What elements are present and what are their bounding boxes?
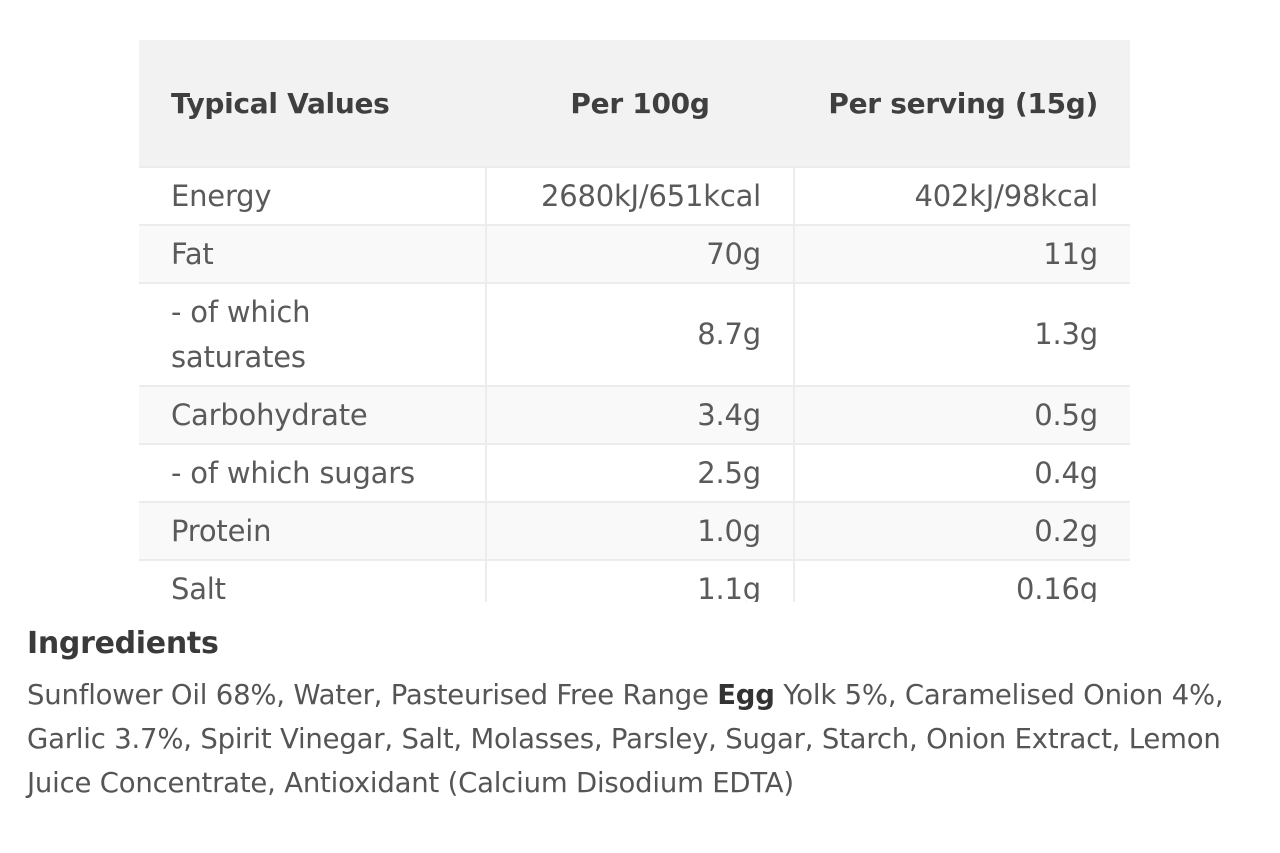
table-row: Carbohydrate 3.4g 0.5g: [139, 385, 1130, 444]
per-serving-value: 402kJ/98kcal: [793, 166, 1130, 225]
per-100g-value: 2.5g: [485, 443, 794, 502]
table-row: Salt 1.1g 0.16g: [139, 559, 1130, 602]
per-100g-value: 1.0g: [485, 501, 794, 560]
column-header-per-serving: Per serving (15g): [828, 86, 1098, 120]
nutrient-name: Carbohydrate: [139, 385, 486, 444]
nutrition-table-container[interactable]: Typical Values Per 100g Per serving (15g…: [139, 40, 1130, 602]
column-header-typical-values: Typical Values: [171, 86, 390, 120]
per-100g-value: 1.1g: [485, 559, 794, 602]
ingredients-heading: Ingredients: [27, 626, 219, 661]
nutrition-table: Typical Values Per 100g Per serving (15g…: [139, 40, 1130, 602]
nutrient-name: Energy: [139, 166, 486, 225]
allergen-highlight: Egg: [717, 679, 775, 711]
per-100g-value: 8.7g: [485, 282, 794, 386]
ingredients-text-after: Yolk 5%, Caramelised Onion 4%, Garlic 3.…: [27, 679, 1224, 799]
table-row: - of which saturates 8.7g 1.3g: [139, 282, 1130, 386]
ingredients-section: Ingredients Sunflower Oil 68%, Water, Pa…: [27, 626, 1267, 805]
table-header-row: Typical Values Per 100g Per serving (15g…: [139, 40, 1130, 167]
per-serving-value: 0.2g: [793, 501, 1130, 560]
per-serving-value: 0.16g: [793, 559, 1130, 602]
per-serving-value: 11g: [793, 224, 1130, 283]
per-serving-value: 0.5g: [793, 385, 1130, 444]
per-100g-value: 3.4g: [485, 385, 794, 444]
nutrient-name: Fat: [139, 224, 486, 283]
table-header: Typical Values Per 100g Per serving (15g…: [139, 40, 1130, 167]
table-row: Fat 70g 11g: [139, 224, 1130, 283]
nutrient-name: - of which sugars: [139, 443, 486, 502]
table-row: Energy 2680kJ/651kcal 402kJ/98kcal: [139, 166, 1130, 225]
ingredients-text-before: Sunflower Oil 68%, Water, Pasteurised Fr…: [27, 679, 718, 711]
per-serving-value: 1.3g: [793, 282, 1130, 386]
table-body: Energy 2680kJ/651kcal 402kJ/98kcal Fat 7…: [139, 166, 1130, 602]
per-100g-value: 2680kJ/651kcal: [485, 166, 794, 225]
ingredients-text: Sunflower Oil 68%, Water, Pasteurised Fr…: [27, 673, 1267, 805]
nutrient-name: Salt: [139, 559, 486, 602]
per-serving-value: 0.4g: [793, 443, 1130, 502]
table-row: - of which sugars 2.5g 0.4g: [139, 443, 1130, 502]
nutrient-name: - of which saturates: [139, 282, 486, 386]
column-header-per-100g: Per 100g: [570, 86, 710, 120]
nutrient-name: Protein: [139, 501, 486, 560]
table-row: Protein 1.0g 0.2g: [139, 501, 1130, 560]
per-100g-value: 70g: [485, 224, 794, 283]
